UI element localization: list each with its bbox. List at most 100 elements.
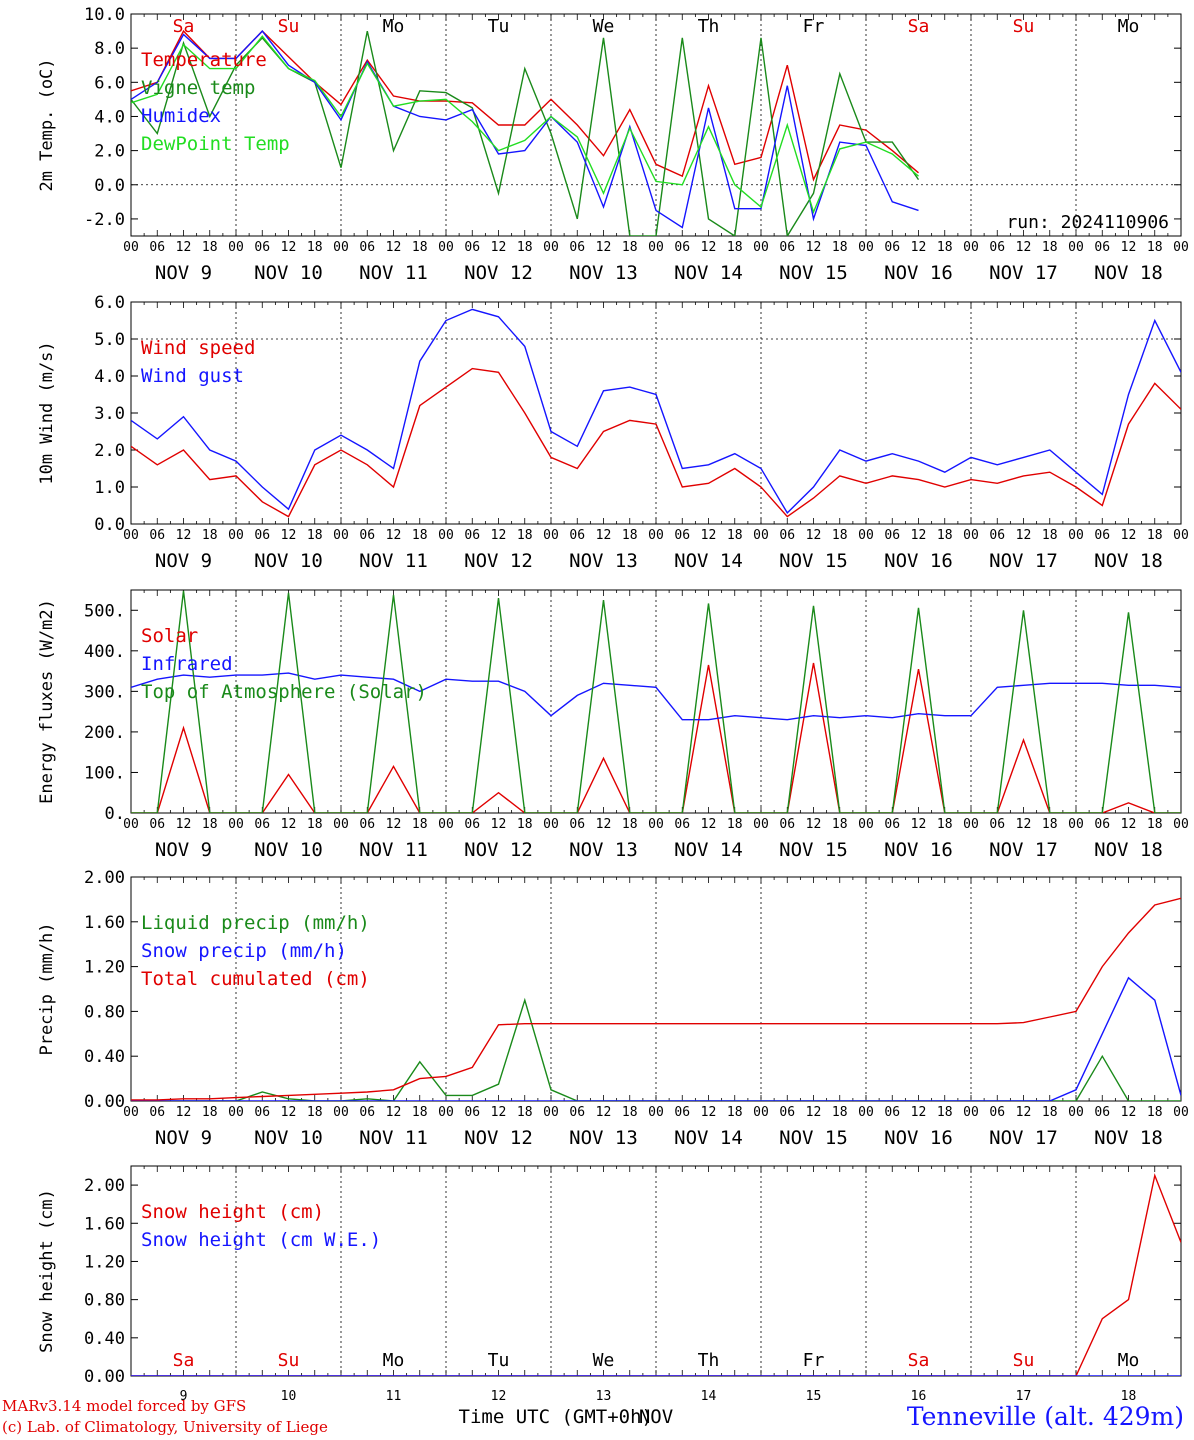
hour-tick-label: 06 — [569, 240, 585, 255]
series-group — [131, 29, 920, 236]
date-label: NOV 16 — [884, 262, 953, 284]
hour-tick-label: 12 — [386, 528, 402, 543]
hour-tick-label: 18 — [307, 528, 323, 543]
hour-tick-label: 12 — [176, 1105, 192, 1120]
hour-tick-label: 00 — [1173, 528, 1189, 543]
y-tick-label: 0. — [105, 804, 125, 824]
y-axis-label: 10m Wind (m/s) — [37, 341, 57, 484]
hour-tick-label: 06 — [674, 528, 690, 543]
date-label: NOV 15 — [779, 550, 848, 572]
hour-tick-label: 12 — [281, 817, 297, 832]
hour-tick-label: 00 — [228, 528, 244, 543]
y-axis-label: Energy fluxes (W/m2) — [37, 599, 57, 804]
hour-tick-label: 00 — [753, 1105, 769, 1120]
date-label: NOV 9 — [155, 1127, 212, 1149]
hour-tick-label: 12 — [701, 817, 717, 832]
day-number: 14 — [701, 1389, 717, 1404]
hour-tick-label: 06 — [254, 240, 270, 255]
hour-tick-label: 18 — [202, 528, 218, 543]
day-name: Th — [698, 1350, 720, 1371]
y-tick-label: 4.0 — [94, 367, 125, 387]
hour-tick-label: 00 — [543, 1105, 559, 1120]
date-label: NOV 18 — [1094, 550, 1163, 572]
date-label: NOV 10 — [254, 1127, 323, 1149]
day-name: Th — [698, 16, 720, 37]
day-name: Su — [1013, 1350, 1035, 1371]
hour-tick-label: 12 — [1121, 1105, 1137, 1120]
y-tick-label: 10.0 — [84, 5, 125, 25]
hour-tick-label: 06 — [989, 240, 1005, 255]
hour-tick-label: 00 — [333, 817, 349, 832]
hour-tick-label: 18 — [727, 528, 743, 543]
credit-model: MARv3.14 model forced by GFS — [2, 1397, 247, 1415]
panel-2: 0.0 1.0 2.0 3.0 4.0 5.0 6.0 10m Wind (m/s) Wind … — [37, 293, 1189, 572]
hour-tick-label: 00 — [963, 1105, 979, 1120]
legend-entry: Solar — [141, 625, 198, 647]
hour-tick-label: 00 — [858, 528, 874, 543]
day-name: Tu — [488, 16, 510, 37]
legend-entry: Snow height (cm) — [141, 1201, 324, 1223]
day-name: Tu — [488, 1350, 510, 1371]
hour-tick-label: 12 — [1016, 1105, 1032, 1120]
hour-tick-label: 18 — [727, 817, 743, 832]
date-label: NOV 14 — [674, 550, 743, 572]
hour-tick-label: 06 — [989, 528, 1005, 543]
series-line — [131, 590, 1181, 813]
date-label: NOV 10 — [254, 550, 323, 572]
hour-tick-label: 06 — [464, 817, 480, 832]
hour-tick-label: 06 — [779, 1105, 795, 1120]
hour-tick-label: 18 — [622, 528, 638, 543]
hour-tick-label: 06 — [1094, 240, 1110, 255]
hour-tick-label: 00 — [858, 817, 874, 832]
date-label: NOV 12 — [464, 839, 533, 861]
hour-tick-label: 06 — [569, 1105, 585, 1120]
run-annotation: run: 2024110906 — [1006, 212, 1169, 233]
hour-tick-label: 06 — [1094, 528, 1110, 543]
date-label: NOV 11 — [359, 550, 428, 572]
hour-tick-label: 00 — [543, 528, 559, 543]
date-label: NOV 18 — [1094, 262, 1163, 284]
day-name: We — [593, 16, 615, 37]
legend-entry: Wind gust — [141, 365, 244, 387]
y-tick-label: -2.0 — [84, 210, 125, 230]
y-tick-label: 2.00 — [84, 868, 125, 888]
hour-tick-label: 18 — [1042, 240, 1058, 255]
legend-entry: Total cumulated (cm) — [141, 968, 370, 990]
day-name: Sa — [173, 1350, 195, 1371]
hour-tick-label: 00 — [1173, 817, 1189, 832]
y-tick-label: 4.0 — [94, 107, 125, 127]
y-tick-label: 1.60 — [84, 913, 125, 933]
date-label: NOV 12 — [464, 262, 533, 284]
hour-tick-label: 00 — [648, 1105, 664, 1120]
hour-tick-label: 12 — [911, 817, 927, 832]
hour-tick-label: 18 — [1042, 1105, 1058, 1120]
day-name: Sa — [908, 1350, 930, 1371]
date-label: NOV 17 — [989, 839, 1058, 861]
series-line — [131, 30, 919, 229]
day-number: 11 — [386, 1389, 402, 1404]
hour-tick-label: 00 — [648, 528, 664, 543]
hour-tick-label: 00 — [963, 817, 979, 832]
hour-tick-label: 12 — [176, 817, 192, 832]
hour-tick-label: 00 — [1068, 528, 1084, 543]
hour-tick-label: 06 — [779, 240, 795, 255]
hour-tick-label: 18 — [202, 1105, 218, 1120]
y-tick-label: 300. — [84, 682, 125, 702]
hour-tick-label: 00 — [753, 817, 769, 832]
date-label: NOV 16 — [884, 839, 953, 861]
hour-tick-label: 06 — [359, 528, 375, 543]
hour-tick-label: 06 — [359, 817, 375, 832]
series-group — [131, 897, 1181, 1101]
panel-5: 0.00 0.40 0.80 1.20 1.60 2.00 Snow height (cm)… — [37, 1165, 1182, 1428]
y-tick-label: 0.00 — [84, 1092, 125, 1112]
hour-tick-label: 00 — [1068, 1105, 1084, 1120]
hour-tick-label: 18 — [832, 1105, 848, 1120]
hour-tick-label: 12 — [1016, 528, 1032, 543]
hour-tick-label: 00 — [123, 528, 139, 543]
date-label: NOV 17 — [989, 1127, 1058, 1149]
hour-tick-label: 06 — [569, 528, 585, 543]
y-tick-label: 6.0 — [94, 293, 125, 313]
y-tick-label: 1.20 — [84, 1252, 125, 1272]
date-label: NOV 14 — [674, 839, 743, 861]
